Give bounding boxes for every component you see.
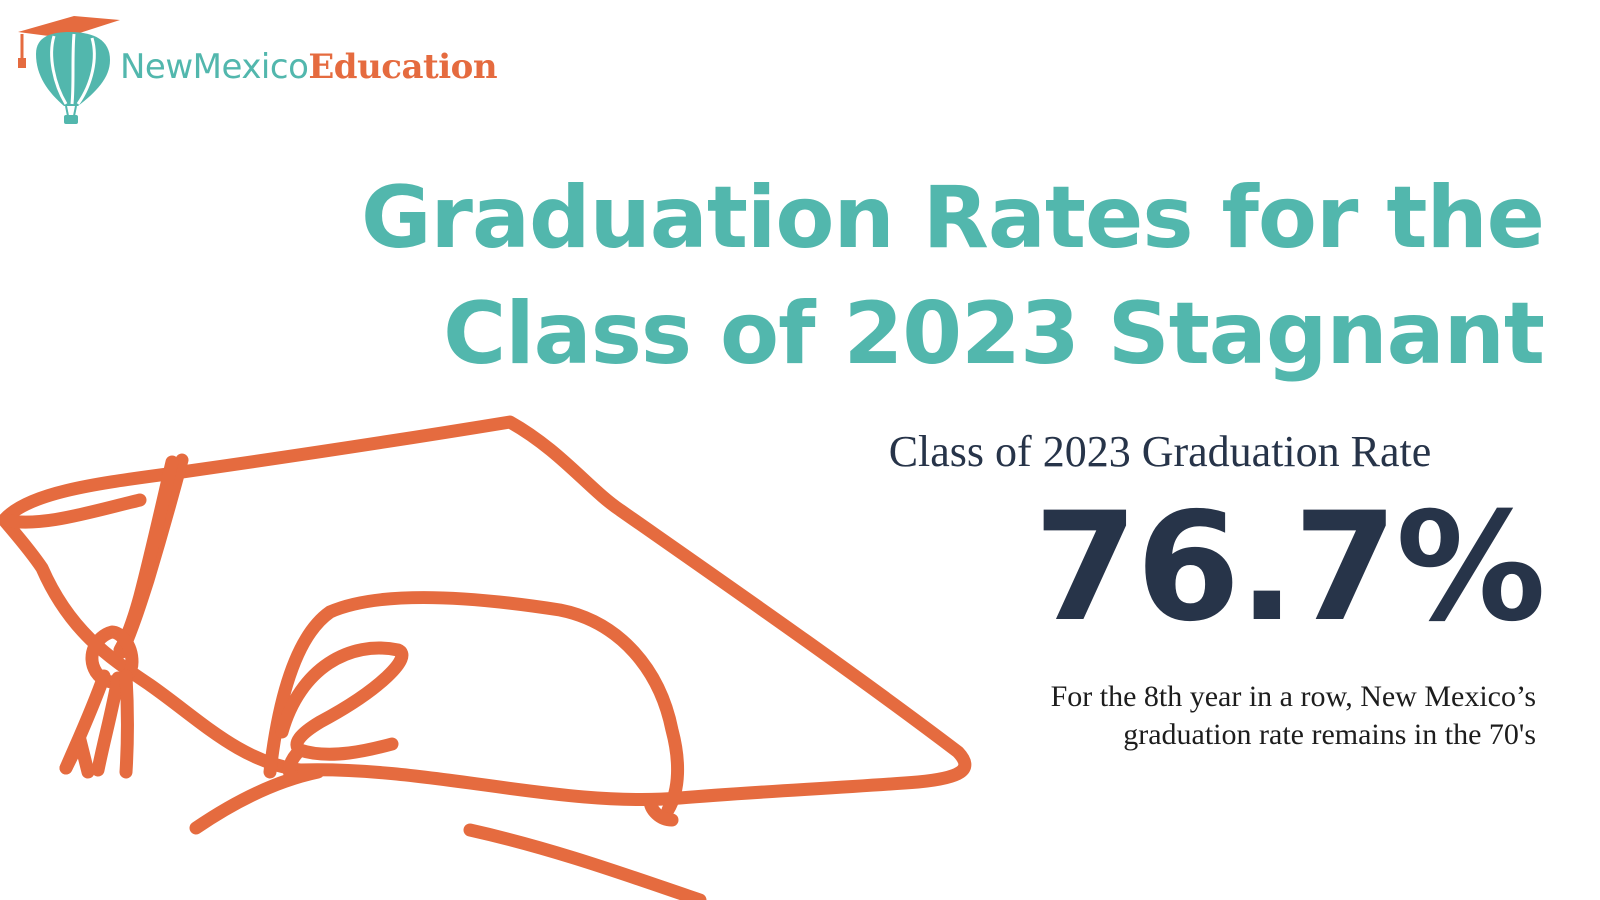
stat-note: For the 8th year in a row, New Mexico’s … bbox=[836, 678, 1536, 754]
title-line-2: Class of 2023 Stagnant bbox=[443, 284, 1545, 384]
page-title: Graduation Rates for the Class of 2023 S… bbox=[244, 160, 1545, 392]
graduation-balloon-icon bbox=[18, 16, 120, 124]
brand-name-part1: NewMexico bbox=[120, 47, 309, 87]
title-line-1: Graduation Rates for the bbox=[360, 168, 1545, 268]
brand-logo: NewMexicoEducation bbox=[14, 12, 534, 127]
graduation-rate-value: 76.7% bbox=[1033, 481, 1546, 655]
brand-wordmark: NewMexicoEducation bbox=[120, 47, 498, 87]
stat-label: Class of 2023 Graduation Rate bbox=[888, 427, 1432, 476]
brand-name-part2: Education bbox=[308, 47, 498, 87]
graduation-cap-icon bbox=[0, 415, 972, 900]
note-line-1: For the 8th year in a row, New Mexico’s bbox=[1050, 680, 1536, 713]
note-line-2: graduation rate remains in the 70's bbox=[1123, 718, 1536, 751]
